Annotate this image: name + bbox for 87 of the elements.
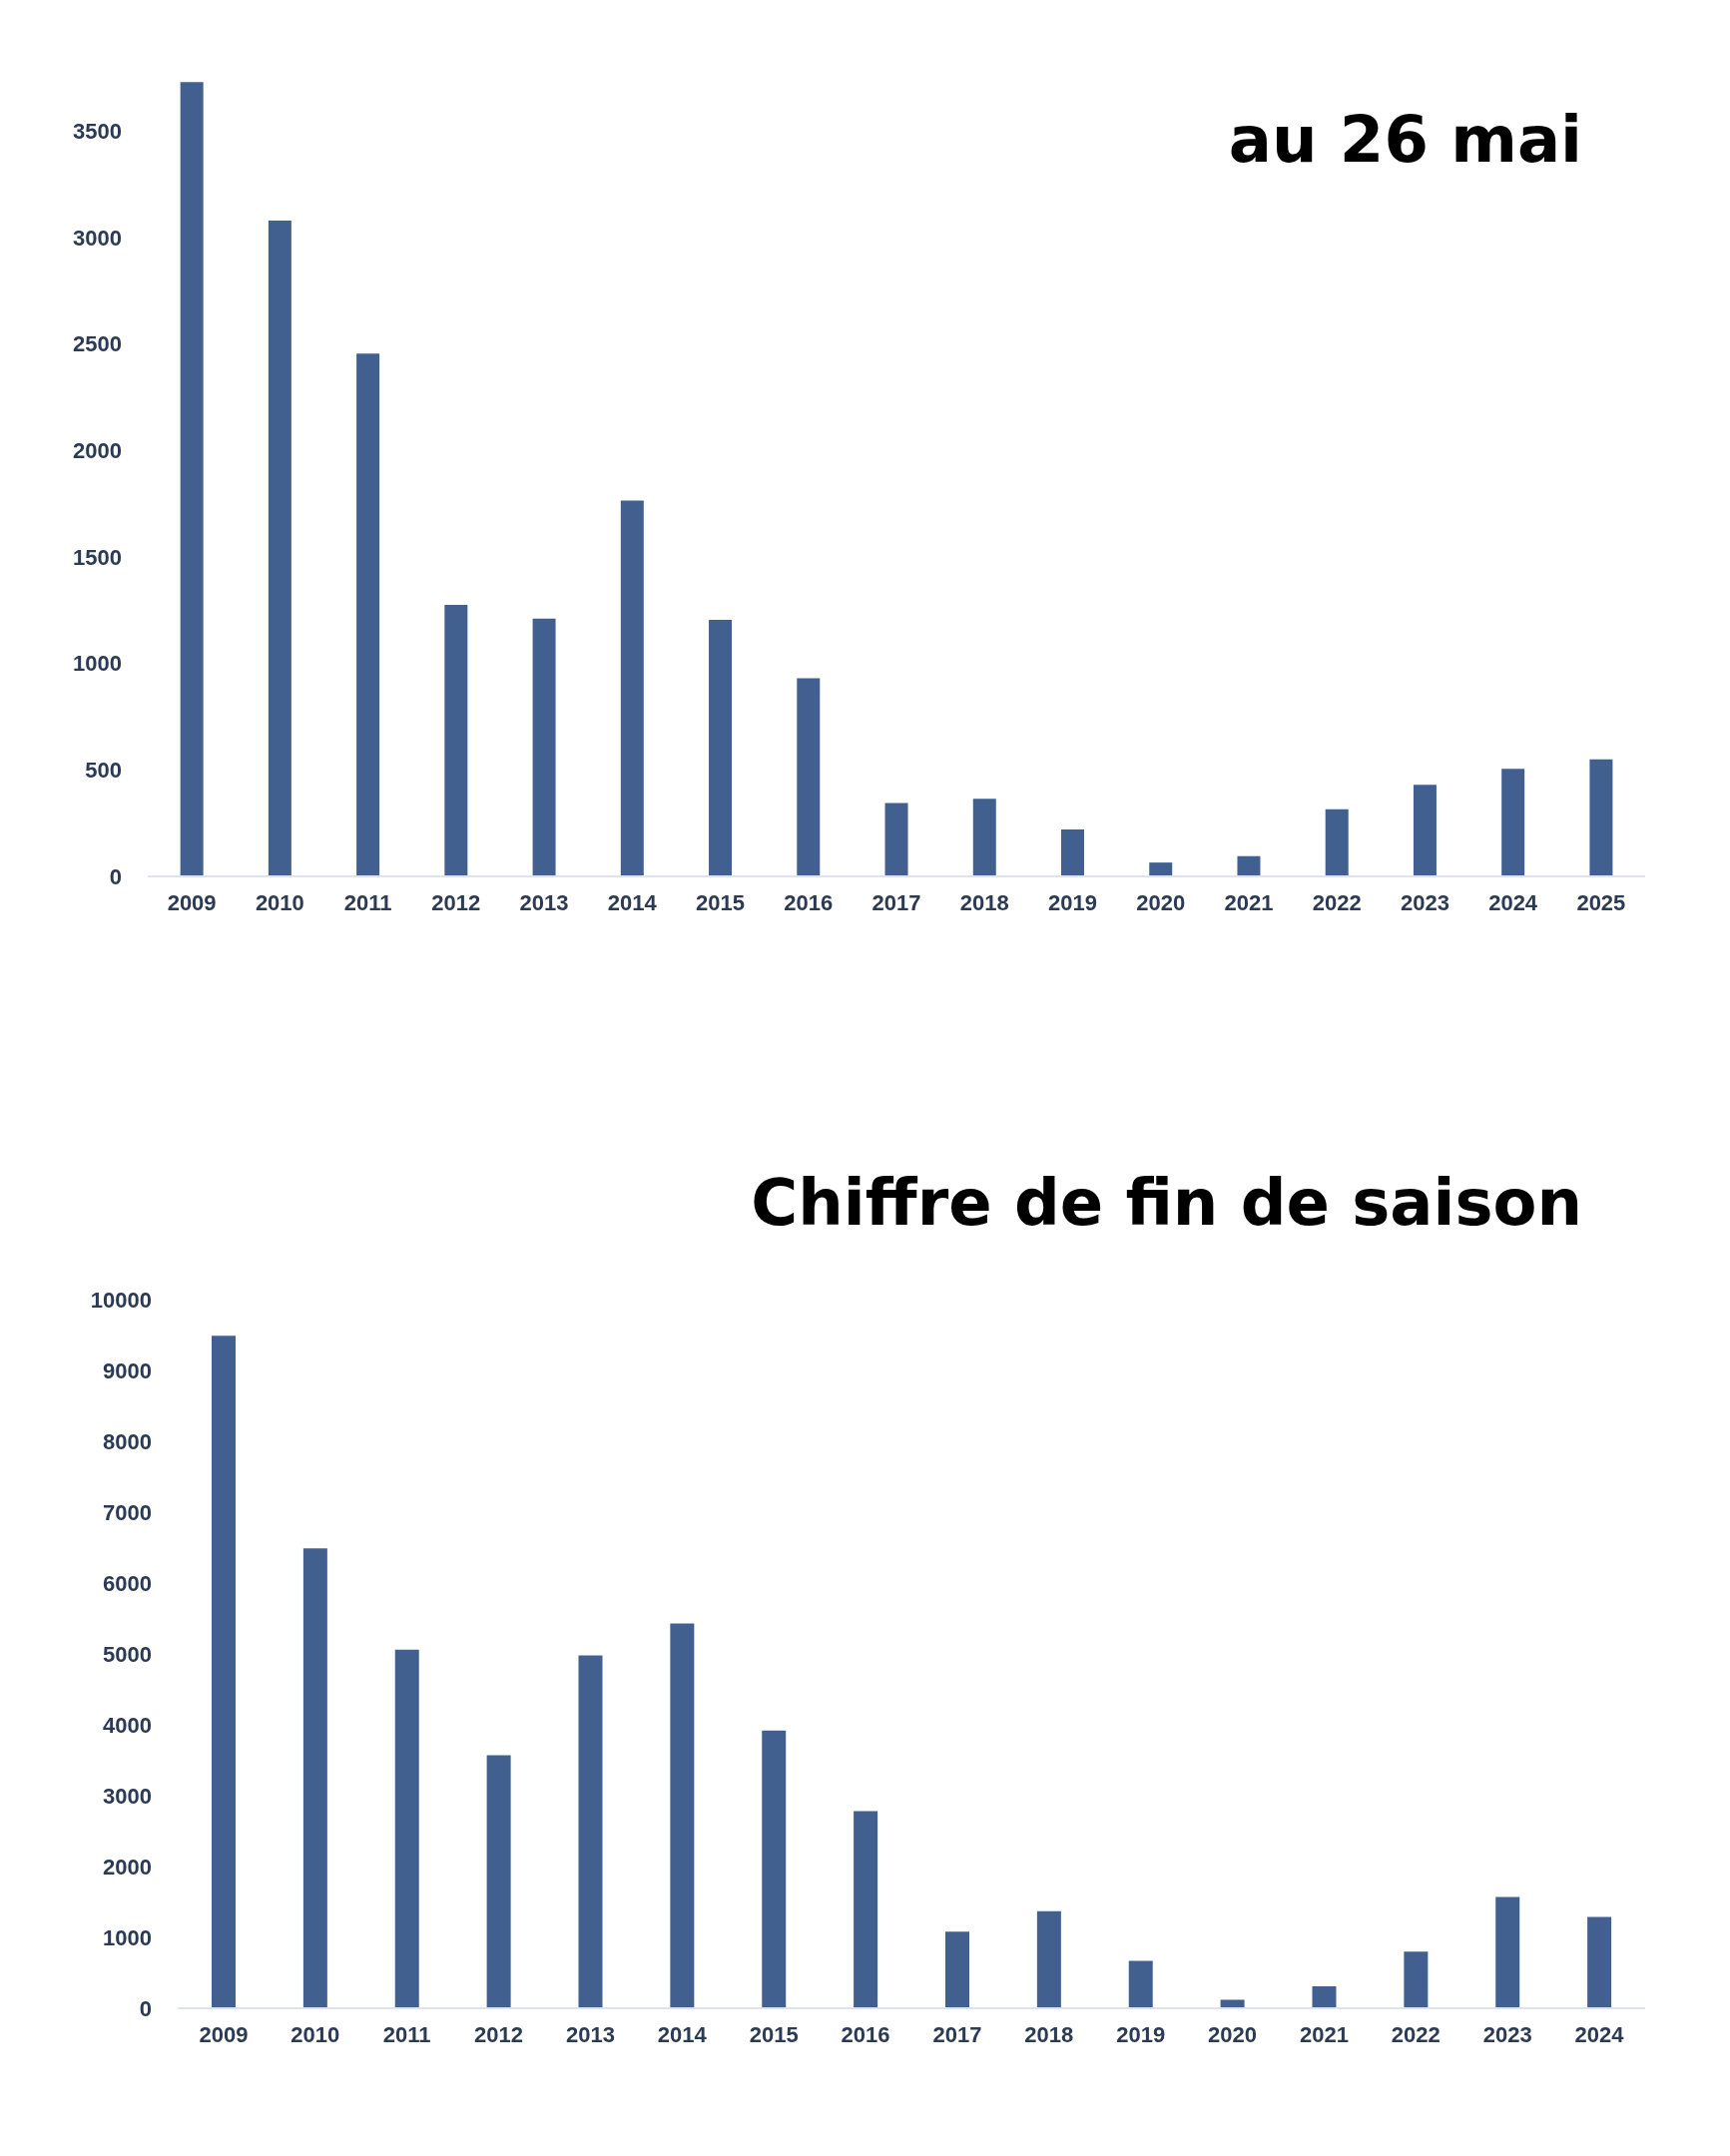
x-tick-label: 2023 (1482, 2021, 1532, 2047)
bar (211, 1336, 236, 2008)
bar (1220, 1999, 1245, 2008)
bar (356, 353, 380, 876)
y-tick-label: 3500 (73, 119, 122, 145)
bar (762, 1730, 787, 2008)
bar (884, 803, 908, 876)
bar (1587, 1916, 1612, 2008)
chart-title: au 26 mai (1228, 103, 1582, 177)
bar (1312, 1985, 1337, 2008)
bar (972, 799, 996, 876)
y-tick-label: 7000 (103, 1499, 152, 1525)
x-tick-label: 2020 (1136, 889, 1186, 915)
x-tick-label: 2010 (290, 2021, 340, 2047)
y-tick-label: 9000 (103, 1357, 152, 1383)
y-tick-label: 8000 (103, 1428, 152, 1454)
x-tick-label: 2016 (784, 889, 834, 915)
bar (1413, 785, 1437, 876)
x-tick-label: 2019 (1116, 2021, 1166, 2047)
x-tick-label: 2017 (871, 889, 921, 915)
bar (1404, 1951, 1429, 2008)
x-tick-label: 2019 (1047, 889, 1097, 915)
bar (1589, 759, 1613, 876)
x-tick-label: 2018 (959, 889, 1009, 915)
x-tick-label: 2021 (1299, 2021, 1349, 2047)
bar (532, 618, 556, 876)
y-tick-label: 1000 (73, 651, 122, 677)
x-tick-label: 2015 (749, 2021, 799, 2047)
x-tick-label: 2012 (474, 2021, 524, 2047)
x-tick-label: 2016 (841, 2021, 890, 2047)
bar (1237, 855, 1261, 876)
bar (486, 1755, 511, 2008)
bar (394, 1649, 419, 2008)
bar (1149, 862, 1173, 876)
x-tick-label: 2025 (1576, 889, 1626, 915)
x-tick-label: 2014 (657, 2021, 708, 2047)
x-tick-label: 2022 (1391, 2021, 1441, 2047)
y-tick-label: 6000 (103, 1570, 152, 1596)
y-tick-label: 0 (139, 1995, 152, 2021)
x-tick-label: 2024 (1574, 2021, 1625, 2047)
x-tick-label: 2011 (382, 2021, 431, 2047)
bar (1495, 1896, 1520, 2008)
bar (578, 1655, 603, 2008)
x-tick-label: 2011 (343, 889, 392, 915)
bar (1128, 1960, 1153, 2008)
y-tick-label: 1000 (103, 1924, 152, 1950)
y-tick-label: 10000 (90, 1287, 152, 1313)
y-tick-label: 0 (109, 863, 122, 889)
y-tick-label: 3000 (73, 225, 122, 251)
x-tick-label: 2023 (1400, 889, 1449, 915)
bar (1061, 829, 1084, 876)
bar (180, 82, 204, 876)
x-tick-label: 2018 (1024, 2021, 1074, 2047)
bar (620, 500, 644, 876)
y-tick-label: 1500 (73, 544, 122, 570)
bar (709, 619, 733, 876)
bar (670, 1623, 695, 2008)
y-tick-label: 2000 (103, 1854, 152, 1880)
bar (268, 220, 291, 876)
x-tick-label: 2014 (607, 889, 658, 915)
x-tick-label: 2009 (199, 2021, 249, 2047)
chart-title: Chiffre de fin de saison (750, 1166, 1583, 1240)
x-tick-label: 2017 (932, 2021, 982, 2047)
bar (797, 678, 821, 876)
y-tick-label: 3000 (103, 1783, 152, 1809)
x-tick-label: 2009 (167, 889, 217, 915)
y-tick-label: 2500 (73, 331, 122, 357)
bar (1036, 1910, 1061, 2008)
bar (1501, 769, 1525, 876)
bar (444, 605, 468, 876)
x-tick-label: 2020 (1208, 2021, 1258, 2047)
x-tick-label: 2013 (519, 889, 569, 915)
x-tick-label: 2013 (565, 2021, 615, 2047)
y-tick-label: 4000 (103, 1712, 152, 1738)
y-tick-label: 5000 (103, 1641, 152, 1667)
x-tick-label: 2022 (1312, 889, 1362, 915)
y-tick-label: 500 (85, 758, 122, 784)
bar (854, 1811, 878, 2008)
x-tick-label: 2015 (696, 889, 746, 915)
y-tick-label: 2000 (73, 438, 122, 464)
bar (1325, 808, 1349, 876)
x-tick-label: 2024 (1488, 889, 1538, 915)
x-tick-label: 2010 (255, 889, 304, 915)
bar (302, 1548, 327, 2008)
bar (944, 1931, 969, 2008)
x-tick-label: 2012 (431, 889, 481, 915)
x-tick-label: 2021 (1224, 889, 1274, 915)
